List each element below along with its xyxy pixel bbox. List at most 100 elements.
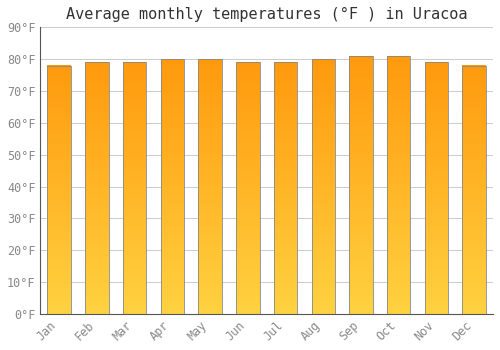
Bar — [462, 68, 486, 70]
Bar — [236, 304, 260, 306]
Bar — [123, 155, 146, 158]
Bar — [48, 68, 71, 70]
Bar — [274, 206, 297, 208]
Bar — [312, 204, 335, 207]
Bar — [312, 153, 335, 156]
Bar — [236, 248, 260, 251]
Bar — [198, 237, 222, 240]
Bar — [236, 125, 260, 128]
Bar — [198, 115, 222, 118]
Bar — [387, 280, 410, 283]
Bar — [236, 193, 260, 196]
Bar — [462, 70, 486, 73]
Bar — [198, 107, 222, 110]
Bar — [462, 150, 486, 153]
Bar — [123, 193, 146, 196]
Bar — [350, 190, 372, 192]
Bar — [462, 239, 486, 242]
Bar — [48, 244, 71, 247]
Bar — [198, 79, 222, 82]
Bar — [85, 256, 108, 259]
Bar — [387, 303, 410, 306]
Bar — [425, 82, 448, 85]
Bar — [274, 261, 297, 264]
Bar — [160, 309, 184, 312]
Bar — [198, 69, 222, 72]
Bar — [85, 155, 108, 158]
Bar — [160, 199, 184, 202]
Bar — [236, 130, 260, 133]
Bar — [425, 221, 448, 223]
Bar — [85, 284, 108, 286]
Bar — [160, 202, 184, 204]
Bar — [350, 154, 372, 156]
Bar — [160, 197, 184, 199]
Bar — [274, 213, 297, 216]
Bar — [160, 237, 184, 240]
Bar — [387, 237, 410, 239]
Bar — [312, 215, 335, 217]
Bar — [350, 151, 372, 154]
Bar — [312, 207, 335, 209]
Bar — [198, 125, 222, 128]
Bar — [425, 65, 448, 67]
Bar — [48, 175, 71, 177]
Bar — [462, 140, 486, 142]
Bar — [236, 143, 260, 145]
Bar — [350, 162, 372, 164]
Bar — [387, 71, 410, 74]
Bar — [387, 244, 410, 247]
Bar — [123, 145, 146, 148]
Bar — [198, 85, 222, 87]
Bar — [350, 226, 372, 229]
Bar — [85, 178, 108, 181]
Bar — [48, 210, 71, 212]
Bar — [462, 224, 486, 227]
Bar — [123, 100, 146, 103]
Bar — [425, 188, 448, 191]
Bar — [198, 286, 222, 288]
Bar — [425, 223, 448, 226]
Bar — [425, 186, 448, 188]
Bar — [85, 103, 108, 105]
Bar — [350, 120, 372, 123]
Bar — [462, 257, 486, 259]
Bar — [48, 152, 71, 155]
Bar — [160, 304, 184, 306]
Bar — [123, 158, 146, 160]
Bar — [123, 213, 146, 216]
Bar — [387, 252, 410, 254]
Bar — [274, 256, 297, 259]
Bar — [350, 257, 372, 260]
Bar — [387, 102, 410, 105]
Bar — [274, 193, 297, 196]
Bar — [350, 61, 372, 64]
Bar — [48, 133, 71, 135]
Bar — [350, 275, 372, 278]
Bar — [48, 135, 71, 138]
Bar — [48, 306, 71, 309]
Bar — [160, 265, 184, 268]
Bar — [236, 223, 260, 226]
Bar — [48, 247, 71, 249]
Bar — [236, 261, 260, 264]
Bar — [123, 98, 146, 100]
Bar — [312, 156, 335, 159]
Bar — [123, 115, 146, 118]
Bar — [236, 100, 260, 103]
Bar — [198, 123, 222, 125]
Bar — [350, 211, 372, 213]
Bar — [85, 92, 108, 95]
Bar — [462, 122, 486, 125]
Bar — [85, 65, 108, 67]
Bar — [198, 97, 222, 100]
Bar — [350, 273, 372, 275]
Bar — [198, 240, 222, 243]
Bar — [85, 188, 108, 191]
Bar — [198, 268, 222, 271]
Bar — [236, 309, 260, 312]
Bar — [198, 133, 222, 135]
Bar — [350, 118, 372, 120]
Bar — [462, 115, 486, 118]
Bar — [48, 269, 71, 272]
